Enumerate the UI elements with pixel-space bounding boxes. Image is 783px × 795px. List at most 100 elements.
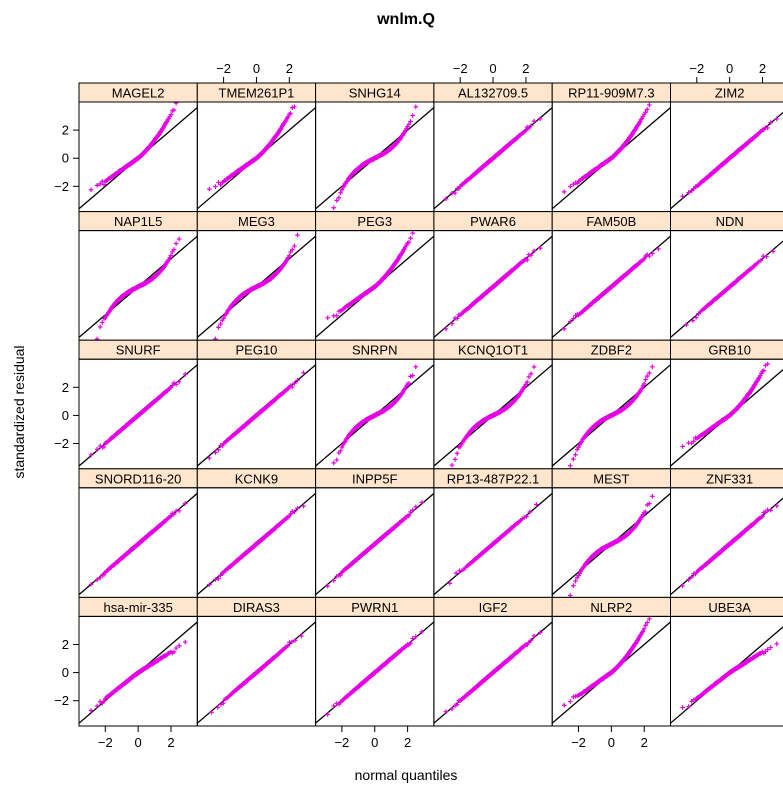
qq-point: [526, 374, 532, 380]
qq-points: [680, 361, 770, 449]
x-tick-label: 2: [522, 61, 529, 76]
strip-label: KCNQ1OT1: [458, 343, 528, 358]
qq-point: [94, 183, 100, 188]
qq-point: [336, 195, 342, 200]
qq-point: [164, 259, 170, 265]
qq-point: [339, 187, 345, 193]
qq-point: [537, 116, 543, 121]
qq-point: [218, 321, 223, 327]
qq-point: [88, 582, 94, 587]
panel-SNRPN: SNRPN: [315, 339, 435, 470]
qq-point: [641, 256, 647, 262]
x-tick-label: 0: [726, 61, 733, 76]
qq-points: [88, 371, 188, 458]
qq-point: [295, 505, 300, 511]
x-axis-label: normal quantiles: [355, 767, 458, 783]
qq-point: [173, 241, 179, 246]
panel-plot-area: [315, 492, 434, 596]
qq-point: [88, 452, 94, 458]
qq-point: [644, 373, 650, 379]
qq-point: [523, 128, 529, 133]
qq-point: [292, 104, 297, 110]
panel-RP11-909M7.3: RP11-909M7.3: [551, 82, 672, 213]
qq-point: [101, 182, 107, 187]
qq-points: [88, 501, 188, 587]
qq-point: [286, 253, 292, 259]
qq-point: [524, 379, 530, 385]
strip-label: FAM50B: [586, 214, 636, 229]
x-tick-label: 0: [489, 61, 496, 76]
panel-plot-area: [552, 102, 671, 210]
panel-NAP1L5: NAP1L5: [78, 211, 198, 341]
x-tick-label: 0: [253, 61, 260, 76]
qq-points: [325, 500, 425, 589]
strip-label: KCNK9: [235, 471, 278, 486]
y-tick-label: −2: [54, 179, 69, 194]
qq-point: [576, 444, 581, 450]
strip-label: AL132709.5: [458, 86, 528, 101]
panel-plot-area: [670, 361, 783, 467]
qq-point: [647, 102, 652, 108]
panel-plot-area: [552, 364, 671, 469]
qq-point: [176, 236, 182, 242]
qq-points: [331, 104, 419, 211]
qq-point: [207, 582, 212, 587]
panel-PEG10: PEG10: [196, 339, 317, 470]
strip-label: NDN: [716, 214, 744, 229]
qq-points: [331, 364, 419, 466]
qq-point: [292, 243, 297, 249]
qq-point: [528, 371, 534, 377]
y-tick-label: 2: [62, 380, 69, 395]
qq-point: [524, 257, 530, 263]
panel-plot-area: [315, 364, 434, 467]
panel-plot-area: [79, 492, 198, 596]
qq-point: [561, 326, 567, 332]
qq-point: [182, 501, 188, 506]
strip-label: PEG10: [235, 343, 277, 358]
qq-point: [301, 503, 306, 509]
qq-point: [531, 364, 537, 370]
qq-point: [693, 315, 699, 320]
x-tick-label: −2: [216, 61, 231, 76]
panel-plot-area: [433, 235, 553, 338]
qq-point: [213, 184, 218, 189]
qq-point: [571, 456, 576, 462]
qq-point: [531, 118, 537, 124]
qq-point: [170, 383, 175, 388]
qq-point: [401, 247, 406, 253]
qq-point: [635, 122, 641, 128]
qq-point: [338, 448, 343, 454]
qq-point: [443, 196, 449, 202]
qq-point: [100, 320, 105, 325]
qq-point: [449, 321, 455, 326]
qq-point: [213, 577, 218, 582]
qq-point: [101, 572, 107, 578]
strip-label: ZIM2: [715, 86, 745, 101]
qq-point: [218, 182, 223, 188]
qq-point: [97, 575, 103, 581]
qq-point: [757, 373, 763, 379]
qq-point: [768, 120, 773, 125]
qq-point: [173, 102, 179, 106]
qq-point: [650, 364, 655, 370]
panel-ZIM2: ZIM2−2 0 2: [670, 61, 783, 213]
qq-points: [213, 232, 300, 341]
qq-point: [449, 462, 455, 468]
qq-point: [765, 361, 770, 367]
qq-point: [531, 248, 537, 254]
qq-point: [404, 126, 409, 132]
panel-plot-area: [79, 235, 198, 341]
qq-point: [334, 313, 340, 318]
strip-label: SNORD116-20: [95, 471, 181, 486]
panel-TMEM261P1: TMEM261P1−2 0 2: [196, 61, 317, 213]
qq-point: [523, 382, 529, 387]
qq-point: [94, 336, 100, 341]
qq-point: [443, 326, 449, 332]
x-tick-label: 2: [286, 61, 293, 76]
panel-plot-area: [315, 230, 434, 338]
qq-point: [88, 187, 94, 193]
qq-point: [774, 116, 780, 122]
panel-SNHG14: SNHG14: [315, 82, 435, 213]
qq-point: [213, 450, 218, 455]
panel-KCNK9: KCNK9: [196, 468, 317, 598]
